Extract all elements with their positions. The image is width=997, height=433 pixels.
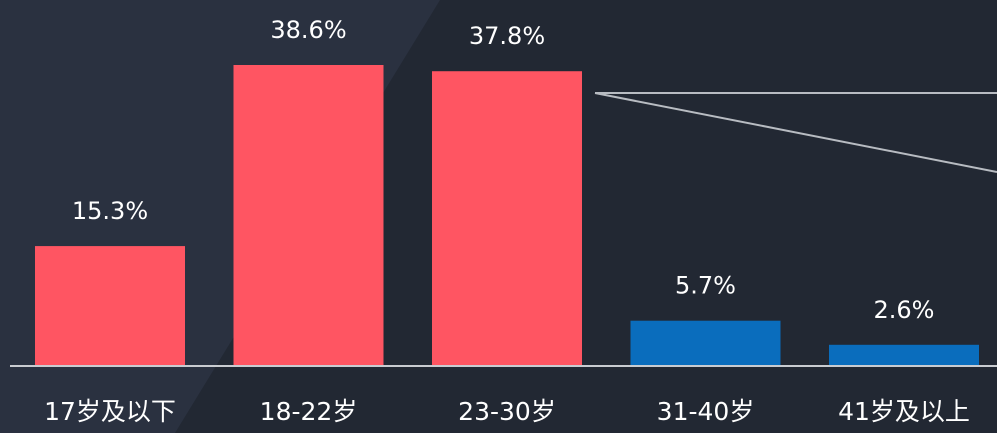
x-tick-label: 31-40岁 [657, 397, 755, 426]
value-label: 5.7% [675, 272, 736, 300]
x-tick-label: 18-22岁 [260, 397, 358, 426]
value-label: 15.3% [72, 197, 148, 225]
x-tick-label: 41岁及以上 [838, 397, 970, 426]
value-label: 2.6% [874, 296, 935, 324]
bar [35, 246, 185, 365]
bar [233, 65, 384, 365]
value-label: 37.8% [469, 22, 545, 50]
x-tick-label: 23-30岁 [458, 397, 556, 426]
value-label: 38.6% [270, 16, 346, 44]
bar [630, 320, 781, 365]
x-tick-label: 17岁及以下 [44, 397, 176, 426]
connector-line [594, 92, 997, 173]
bar [432, 71, 582, 365]
bar [829, 344, 979, 365]
